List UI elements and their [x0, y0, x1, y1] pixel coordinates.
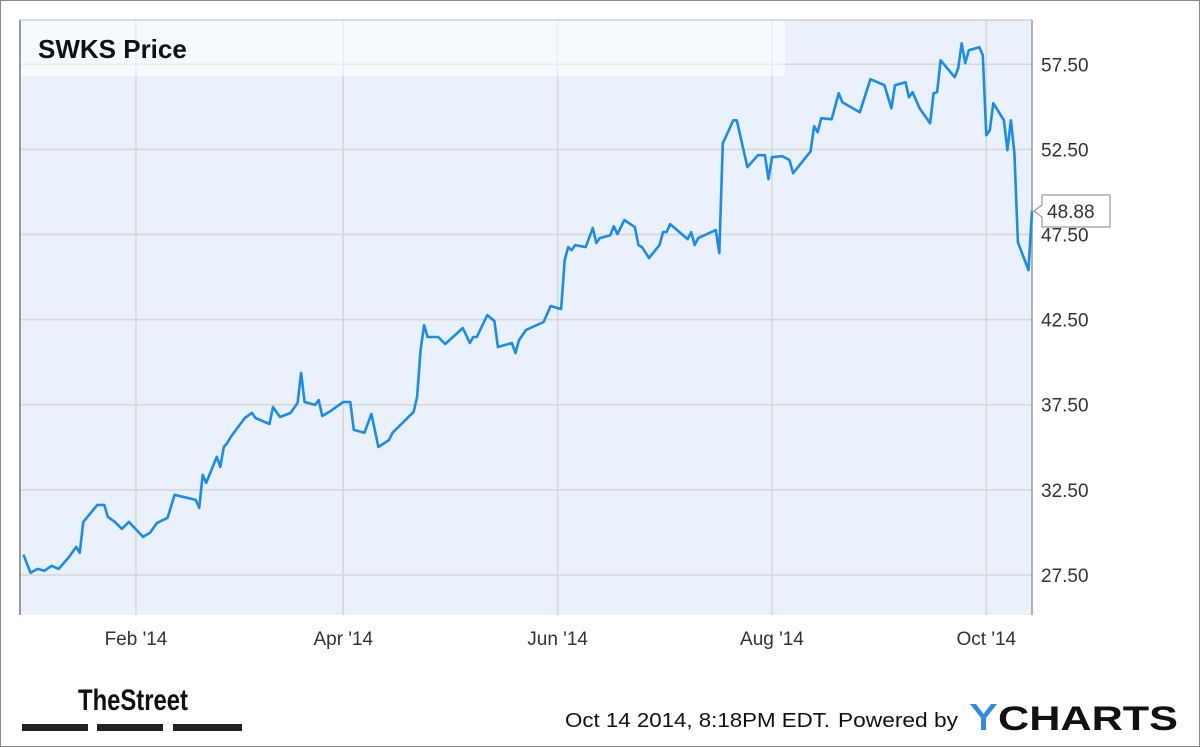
y-tick-label: 57.50: [1041, 55, 1089, 76]
powered-by-label: Powered by: [838, 710, 958, 732]
x-tick-label: Feb '14: [105, 629, 168, 650]
timestamp: Oct 14 2014, 8:18PM EDT.: [565, 710, 830, 732]
ycharts-logo[interactable]: CHARTS: [970, 700, 1178, 738]
logo-bar: [173, 724, 242, 731]
title-box: [20, 20, 785, 76]
y-tick-label: 27.50: [1041, 566, 1089, 587]
x-tick-label: Jun '14: [527, 629, 588, 650]
y-axis-labels: 27.50 32.50 37.50 42.50 47.50 52.50 57.50: [1041, 55, 1089, 587]
y-tick-label: 52.50: [1041, 140, 1089, 161]
last-value-box: [1033, 194, 1111, 228]
last-value-label: 48.88: [1047, 202, 1095, 223]
logo-bar: [22, 724, 88, 731]
y-tick-label: 47.50: [1041, 226, 1089, 247]
ycharts-y-icon: [970, 704, 997, 730]
series-line: [22, 42, 1034, 575]
x-tick-label: Apr '14: [313, 629, 373, 650]
x-axis-labels: Feb '14 Apr '14 Jun '14 Aug '14 Oct '14: [105, 629, 1017, 650]
chart-title: SWKS Price: [38, 34, 187, 64]
last-value-callout: 48.88: [1033, 194, 1111, 228]
thestreet-logo-text: TheStreet: [78, 684, 188, 717]
x-tick-label: Oct '14: [957, 629, 1017, 650]
x-tick-label: Aug '14: [740, 629, 804, 650]
axes: [19, 19, 1033, 615]
y-tick-label: 37.50: [1041, 396, 1089, 417]
plot-background: [20, 20, 1032, 615]
ycharts-logo-text: CHARTS: [998, 700, 1178, 738]
logo-bar: [97, 724, 163, 731]
y-tick-label: 32.50: [1041, 481, 1089, 502]
thestreet-logo: TheStreet: [22, 684, 242, 731]
y-tick-label: 42.50: [1041, 311, 1089, 332]
